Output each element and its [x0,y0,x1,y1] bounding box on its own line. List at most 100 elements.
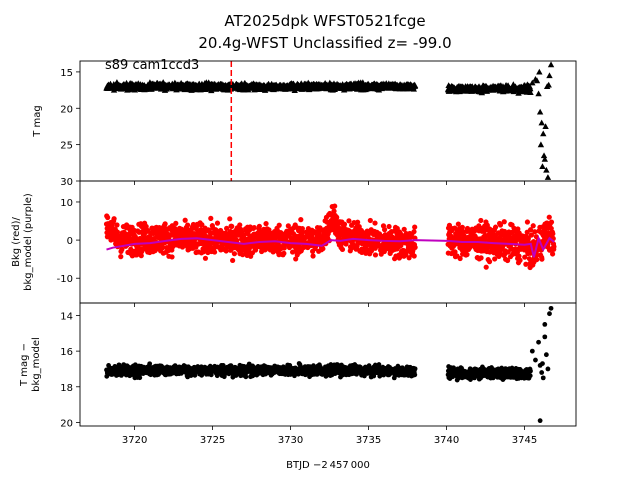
bkg-point [162,221,168,227]
bkg-point [551,244,557,250]
bkg-point [263,221,269,227]
outlier-point-bottom [543,352,549,358]
outlier-point-top [537,141,545,148]
y-tick-label-bottom-3: 20 [60,418,73,429]
y-tick-label-middle-2: -10 [57,274,73,285]
bkg-point [527,227,534,233]
bkg-point [202,255,209,261]
outlier-point-top [540,130,547,137]
bkg-point [169,254,175,260]
bkg-point [289,249,296,255]
bkg-point [411,229,417,235]
outlier-point-top [524,86,531,93]
bkg-point [214,220,221,226]
bkg-point [528,232,535,238]
bkg-point [138,253,144,259]
bkg-point [459,224,465,230]
bkg-point [310,253,316,259]
bkg-point [200,249,207,255]
bkg-point [298,217,304,223]
x-tick-label-0: 3720 [122,435,147,446]
bkg-point [532,229,538,235]
outlier-point-top [540,152,548,159]
bkg-point [185,222,191,228]
bkg-point [504,257,511,264]
data-point-bottom [147,361,153,367]
bkg-point [492,224,499,230]
outlier-point-bottom [545,366,551,372]
bkg-point [211,249,218,255]
plot-area-bottom [104,305,554,424]
y-axis-label-top: T mag [32,105,43,138]
outlier-point-top [544,174,552,180]
bkg-point [412,244,418,250]
bkg-point [524,219,531,225]
bkg-point [398,242,404,249]
outlier-point-top [538,119,545,126]
bkg-point [341,221,348,227]
outlier-point-top [536,108,544,115]
bkg-point [285,223,291,229]
outlier-point-top [545,81,552,88]
x-tick-label-4: 3740 [434,435,459,446]
bkg-point [276,222,282,228]
bkg-point [550,251,556,257]
bkg-point [381,226,388,233]
outlier-point-bottom [540,361,545,367]
bkg-point [346,218,352,224]
bkg-point [293,256,299,262]
outlier-point-bottom [547,311,552,317]
bkg-point [412,224,418,230]
data-point-bottom [366,363,372,369]
bkg-point [372,220,378,226]
plot-area-middle [103,203,557,271]
outlier-point-bottom [537,418,543,424]
y-axis-label-line-middle-1: bkg_model (purple) [23,193,34,291]
bkg-point [522,254,528,260]
y-tick-label-bottom-1: 16 [60,347,73,358]
bkg-point [550,231,556,237]
outlier-point-top [529,79,536,86]
data-point-bottom [137,375,143,381]
outlier-point-top [543,166,550,173]
bkg-point [492,256,498,262]
outlier-point-bottom [536,339,541,345]
bkg-point [224,225,230,232]
figure-title-line1: AT2025dpk WFST0521fcge [224,12,425,30]
bkg-point [486,259,493,265]
bkg-point [320,246,326,252]
outlier-point-bottom [542,334,548,340]
bkg-point [516,253,522,259]
data-point-bottom [243,374,249,380]
outlier-point-top [535,90,542,97]
bkg-point [501,219,507,225]
bkg-point [331,208,337,214]
outlier-point-top [542,123,549,130]
bkg-point [464,251,470,258]
bkg-point [401,226,407,232]
bkg-point [334,214,340,220]
y-axis-label-middle: Bkg (red)/bkg_model (purple) [11,193,34,291]
bkg-model-line [106,234,555,258]
outlier-point-bottom [548,305,554,311]
bkg-point [497,222,504,228]
y-tick-label-middle-0: 10 [60,198,73,209]
x-tick-label-2: 3730 [278,435,303,446]
axes-frame-bottom [79,302,577,427]
bkg-point [111,216,117,222]
outlier-point-top [533,77,541,84]
bkg-point [231,251,238,257]
bkg-point [281,250,287,256]
bkg-point [199,222,205,228]
bkg-point [517,257,523,263]
y-tick-label-bottom-0: 14 [60,311,73,322]
sector-camera-annotation: s89 cam1ccd3 [105,58,199,73]
bkg-point [179,244,186,250]
y-axis-label-line-bottom-1: bkg_model [31,337,42,392]
bkg-point [478,217,484,224]
outlier-point-bottom [540,375,546,381]
data-point-bottom [371,373,377,379]
bkg-point [478,255,484,261]
bkg-point [530,223,536,229]
